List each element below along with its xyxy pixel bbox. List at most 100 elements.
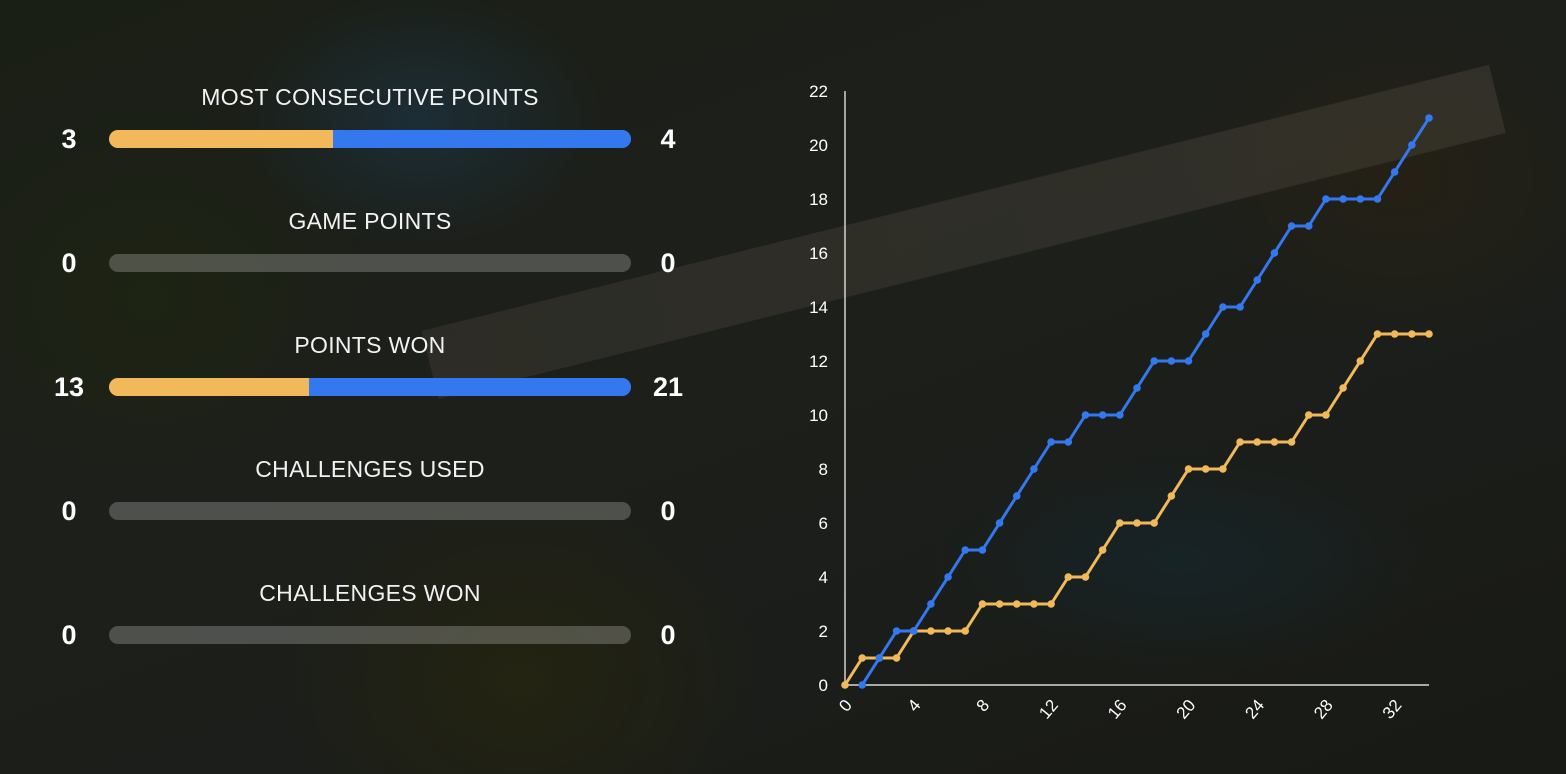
series-1-point <box>1356 357 1365 365</box>
stat-bar <box>109 378 631 396</box>
stat-label: POINTS WON <box>294 332 446 358</box>
series-2-point <box>1408 141 1416 149</box>
series-1-point <box>1373 330 1382 338</box>
series-2-point <box>1236 303 1244 311</box>
series-2-point <box>927 600 935 608</box>
y-tick-label: 16 <box>809 244 828 263</box>
stat-right-value: 0 <box>660 496 676 526</box>
series-2-point <box>1098 411 1107 419</box>
series-2-point <box>1184 357 1193 365</box>
series-1-point <box>1150 519 1158 527</box>
series-1-point <box>1012 600 1021 608</box>
series-2-point <box>875 654 884 662</box>
series-1-point <box>1425 330 1433 338</box>
x-tick-label: 12 <box>1035 696 1062 723</box>
stat-bar <box>109 130 631 148</box>
stat-challenges-won: CHALLENGES WON 0 0 <box>0 580 760 702</box>
series-1-point <box>1133 519 1141 527</box>
stat-right-value: 0 <box>660 620 676 650</box>
y-tick-label: 18 <box>809 190 828 209</box>
stats-panel: MOST CONSECUTIVE POINTS 3 4 GAME POINTS … <box>0 0 760 774</box>
stat-bar-right-fill <box>308 378 631 396</box>
stat-right-value: 21 <box>652 372 684 402</box>
series-1-point <box>858 654 866 662</box>
x-tick-label: 20 <box>1173 696 1200 723</box>
series-1-point <box>1253 438 1262 446</box>
y-tick-label: 10 <box>809 406 828 425</box>
stat-right-value: 4 <box>660 124 676 154</box>
series-1-point <box>944 627 952 635</box>
series-2-point <box>961 546 970 554</box>
series-1-point <box>978 600 987 608</box>
series-2-point <box>1201 330 1210 338</box>
series-2-point <box>1304 222 1313 230</box>
series-1-point <box>1116 519 1124 527</box>
stat-challenges-used: CHALLENGES USED 0 0 <box>0 456 760 578</box>
stat-bar-right-fill <box>332 130 631 148</box>
series-1-point <box>1201 465 1210 473</box>
stat-left-value: 3 <box>61 124 77 154</box>
series-1-point <box>1304 411 1313 419</box>
series-1-point <box>1064 573 1073 581</box>
series-2-point <box>1425 114 1433 122</box>
series-1-point <box>1047 600 1055 608</box>
series-2-point <box>944 573 952 581</box>
series-1-point <box>1339 384 1347 392</box>
stat-label: GAME POINTS <box>288 208 452 234</box>
stat-left-value: 13 <box>53 372 85 402</box>
series-2-point <box>892 627 901 635</box>
series-2-point <box>1356 195 1365 203</box>
series-2-point <box>1390 168 1399 176</box>
series-2-point <box>1030 465 1038 473</box>
stat-bar <box>109 502 631 520</box>
stat-right-value: 0 <box>660 248 676 278</box>
stat-points-won: POINTS WON 13 21 <box>0 332 760 454</box>
series-2-point <box>978 546 987 554</box>
y-tick-label: 12 <box>809 352 828 371</box>
series-2-point <box>1150 357 1158 365</box>
stat-bar <box>109 626 631 644</box>
series-1-point <box>1236 438 1244 446</box>
y-tick-label: 0 <box>819 676 828 695</box>
series-2-point <box>1287 222 1296 230</box>
series-2-point <box>1219 303 1227 311</box>
y-tick-label: 6 <box>819 514 828 533</box>
series-1-point <box>892 654 901 662</box>
stat-left-value: 0 <box>61 620 77 650</box>
series-1-point <box>1390 330 1399 338</box>
series-2-point <box>1339 195 1347 203</box>
stat-bar <box>109 254 631 272</box>
series-2-point <box>1012 492 1021 500</box>
y-tick-label: 2 <box>819 622 828 641</box>
series-1-point <box>961 627 970 635</box>
series-1-point <box>1287 438 1296 446</box>
stat-bar-left-fill <box>109 378 309 396</box>
y-tick-label: 22 <box>809 82 828 101</box>
series-2-point <box>1253 276 1262 284</box>
series-1-point <box>1322 411 1330 419</box>
x-tick-label: 0 <box>835 696 856 715</box>
series-1-point <box>1408 330 1416 338</box>
series-2-point <box>1116 411 1124 419</box>
series-1-point <box>1030 600 1038 608</box>
series-1-point <box>995 600 1004 608</box>
series-1-point <box>1270 438 1279 446</box>
series-2-point <box>909 627 918 635</box>
series-2-point <box>1081 411 1090 419</box>
series-2-point <box>1373 195 1382 203</box>
series-1-point <box>1167 492 1176 500</box>
x-tick-label: 16 <box>1104 696 1131 723</box>
stat-label: CHALLENGES USED <box>255 456 485 482</box>
stat-most-consecutive-points: MOST CONSECUTIVE POINTS 3 4 <box>0 84 760 206</box>
stat-game-points: GAME POINTS 0 0 <box>0 208 760 330</box>
series-2-point <box>1133 384 1141 392</box>
x-tick-label: 8 <box>973 696 994 715</box>
y-tick-label: 20 <box>809 136 828 155</box>
stat-label: MOST CONSECUTIVE POINTS <box>201 84 539 110</box>
series-2-point <box>1047 438 1055 446</box>
series-1-point <box>1081 573 1090 581</box>
stat-left-value: 0 <box>61 248 77 278</box>
y-tick-label: 8 <box>819 460 828 479</box>
